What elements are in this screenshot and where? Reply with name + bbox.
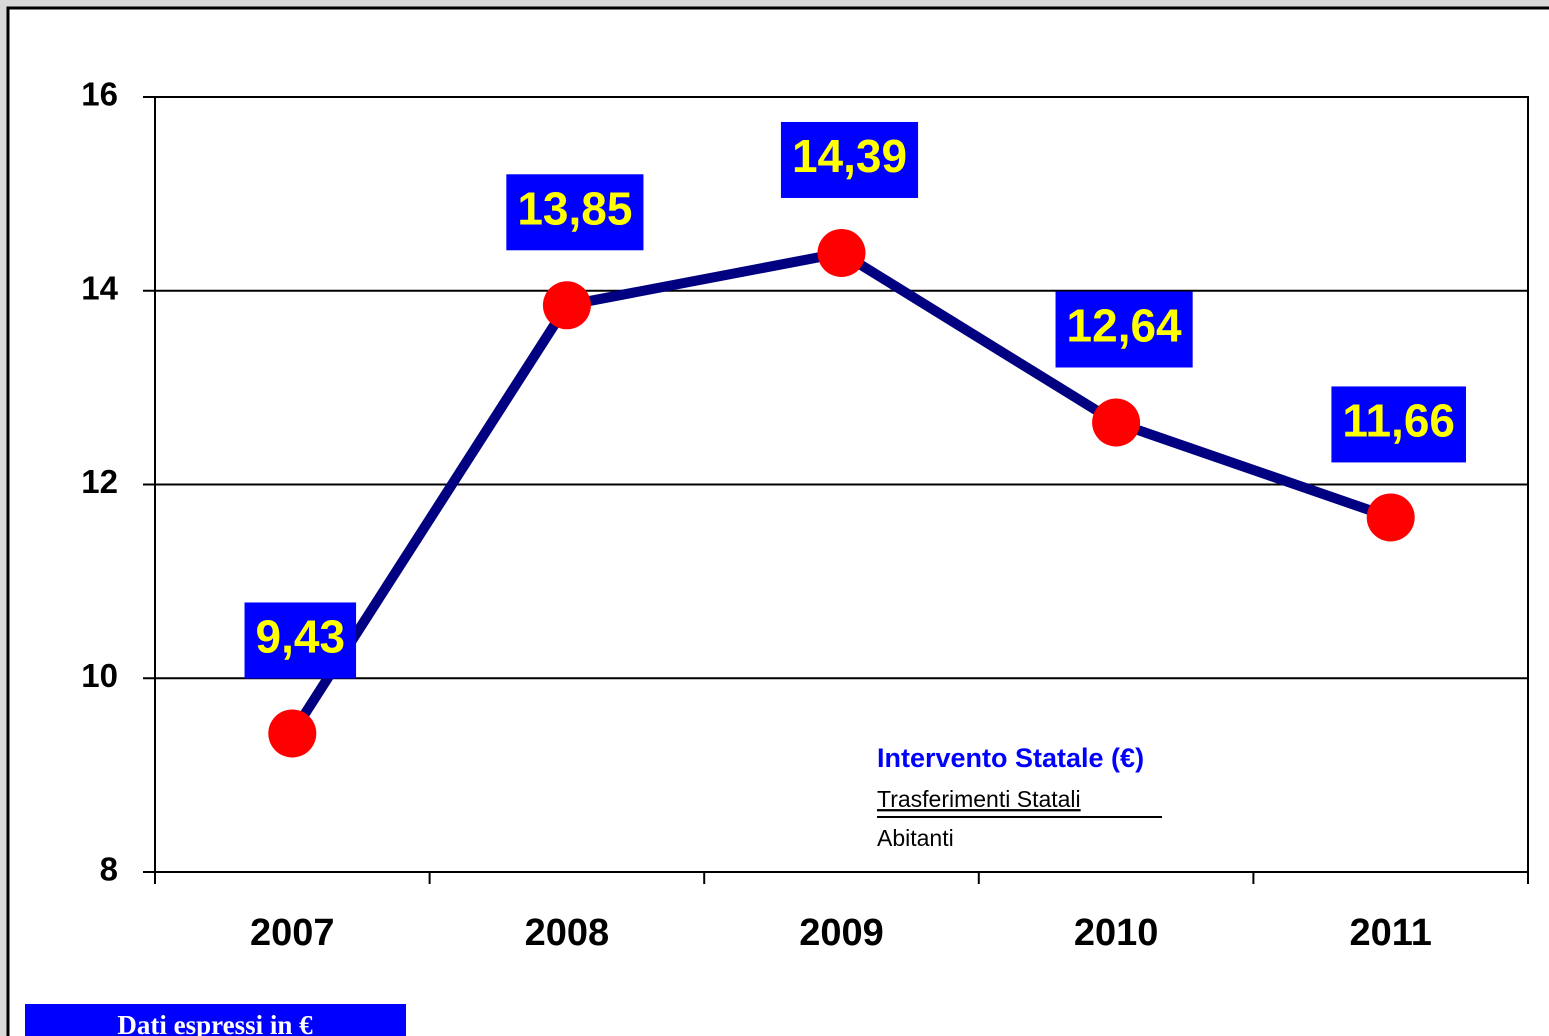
data-label: 9,43: [256, 611, 346, 663]
x-tick-label: 2011: [1349, 912, 1431, 954]
marker: [542, 281, 591, 330]
label-box: [1055, 291, 1193, 368]
annotation-denominator: Abitanti: [877, 825, 954, 851]
marker: [1092, 398, 1141, 447]
annotation-numerator: Trasferimenti Statali: [877, 786, 1081, 812]
data-label: 11,66: [1342, 395, 1455, 447]
y-tick-label: 12: [81, 463, 118, 500]
label-box: [244, 602, 357, 679]
plot-border: [154, 96, 1529, 873]
y-tick-label: 8: [100, 851, 118, 888]
x-tick-label: 2010: [1074, 912, 1159, 954]
marker: [268, 709, 317, 758]
marker: [1366, 493, 1415, 542]
y-tick-label: 16: [81, 76, 118, 113]
label-box: [1331, 386, 1466, 463]
x-tick-label: 2008: [525, 912, 610, 954]
y-tick-label: 10: [81, 657, 118, 694]
footnote: Dati espressi in €: [117, 1010, 313, 1036]
data-label: 13,85: [517, 182, 632, 234]
label-box: [780, 121, 919, 198]
footnote-box: [25, 1004, 406, 1036]
data-label: 12,64: [1067, 300, 1183, 352]
x-tick-label: 2009: [799, 912, 884, 954]
panel: [6, 6, 1549, 1036]
x-tick-label: 2007: [250, 912, 335, 954]
data-label: 14,39: [792, 130, 907, 182]
marker: [817, 228, 866, 277]
label-box: [506, 174, 644, 251]
y-tick-label: 14: [81, 269, 118, 306]
annotation-title: Intervento Statale (€): [877, 743, 1144, 773]
